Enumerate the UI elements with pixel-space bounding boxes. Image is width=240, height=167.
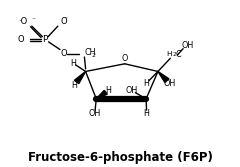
Text: Fructose-6-phosphate (F6P): Fructose-6-phosphate (F6P) <box>28 151 212 164</box>
Text: ⁻: ⁻ <box>32 15 36 24</box>
Text: P: P <box>42 35 48 44</box>
Text: 2: 2 <box>91 53 96 58</box>
Text: H: H <box>71 80 77 90</box>
Text: H: H <box>143 79 149 88</box>
Text: H: H <box>70 59 76 68</box>
Text: H: H <box>106 86 112 95</box>
Text: O: O <box>17 35 24 44</box>
Text: O: O <box>61 49 68 58</box>
Text: 2: 2 <box>172 52 176 57</box>
Text: C: C <box>175 50 181 59</box>
Text: ⁻: ⁻ <box>64 15 68 24</box>
Text: O: O <box>61 17 67 26</box>
Text: CH: CH <box>85 48 96 57</box>
Text: OH: OH <box>164 79 176 88</box>
Polygon shape <box>96 90 107 99</box>
Text: ·O: ·O <box>18 17 28 26</box>
Text: H: H <box>144 109 150 118</box>
Polygon shape <box>158 71 169 82</box>
Text: O: O <box>121 54 128 63</box>
Text: OH: OH <box>182 41 194 50</box>
Text: H: H <box>166 51 171 57</box>
Text: OH: OH <box>89 109 101 118</box>
Polygon shape <box>74 71 86 84</box>
Text: OH: OH <box>126 86 138 95</box>
